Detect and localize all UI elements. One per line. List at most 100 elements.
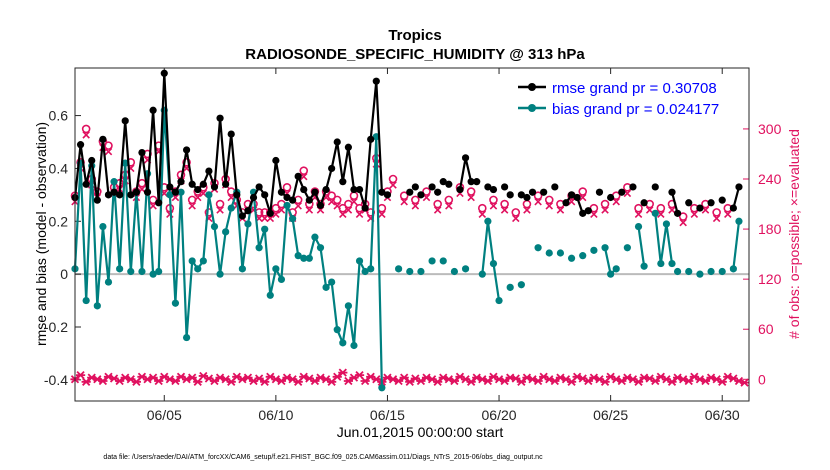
obs-evaluated-marker — [601, 206, 609, 214]
bias-point — [651, 209, 659, 217]
bias-point — [305, 254, 313, 262]
obs-evaluated-marker — [516, 377, 526, 386]
obs-possible-marker — [282, 183, 292, 192]
rmse-point — [517, 191, 525, 199]
obs-possible-marker — [489, 195, 498, 205]
rmse-point — [506, 191, 514, 199]
obs-evaluated-marker — [668, 206, 676, 214]
rmse-point — [640, 199, 648, 207]
obs-evaluated-marker — [667, 377, 677, 386]
rmse-point — [76, 141, 85, 149]
rmse-point — [355, 185, 364, 194]
bias-point — [344, 302, 352, 310]
obs-evaluated-marker — [533, 376, 543, 386]
footnote: data file: /Users/raeder/DAI/ATM_forcXX/… — [103, 454, 543, 461]
legend-rmse-label: rmse grand pr = 0.30708 — [552, 80, 717, 97]
rmse-point — [417, 191, 425, 199]
obs-possible-marker — [388, 174, 398, 184]
obs-evaluated-marker — [633, 377, 644, 386]
rmse-point — [528, 188, 537, 196]
rmse-point — [573, 193, 581, 202]
bias-point — [255, 244, 263, 252]
rmse-point — [294, 172, 302, 180]
obs-possible-marker — [544, 195, 554, 205]
bias-point — [355, 257, 364, 265]
rmse-point — [618, 188, 626, 196]
y-right-tick-label: 60 — [758, 321, 774, 337]
obs-possible-marker — [678, 212, 688, 221]
obs-evaluated-marker — [534, 197, 542, 206]
bias-point — [188, 257, 196, 265]
rmse-point — [238, 212, 246, 220]
bias-point — [478, 270, 486, 278]
rmse-point — [473, 178, 481, 186]
obs-possible-marker — [466, 187, 476, 196]
rmse-point — [138, 148, 146, 157]
obs-evaluated-marker — [690, 210, 699, 218]
rmse-point — [194, 185, 202, 194]
obs-evaluated-marker — [82, 131, 90, 139]
bias-point — [288, 215, 297, 223]
rmse-point — [406, 188, 414, 196]
obs-evaluated-marker — [339, 210, 347, 218]
y-left-tick-label: -0.4 — [44, 372, 68, 388]
bias-point — [406, 267, 414, 276]
obs-possible-marker — [511, 208, 521, 217]
rmse-point — [155, 199, 163, 207]
rmse-point — [540, 188, 548, 196]
obs-evaluated-marker — [338, 368, 348, 377]
obs-evaluated-marker — [433, 206, 442, 214]
rmse-point — [339, 178, 347, 186]
obs-possible-marker — [81, 124, 91, 134]
y-right-tick-label: 240 — [758, 171, 782, 187]
rmse-point — [82, 180, 90, 188]
x-tick-label: 06/30 — [705, 407, 740, 423]
bias-point — [662, 220, 671, 228]
rmse-point — [445, 180, 453, 188]
rmse-point — [116, 191, 124, 199]
obs-evaluated-marker — [187, 373, 197, 382]
rmse-point — [216, 114, 224, 122]
y-right-tick-label: 120 — [758, 271, 782, 287]
obs-possible-marker — [411, 195, 420, 205]
bias-point — [227, 204, 235, 212]
chart-title: Tropics — [388, 27, 441, 44]
rmse-point — [244, 207, 252, 215]
bias-point — [534, 244, 542, 252]
rmse-point — [283, 193, 291, 202]
rmse-point — [434, 188, 442, 196]
rmse-point — [233, 191, 241, 199]
rmse-point — [383, 191, 392, 199]
rmse-point — [629, 183, 637, 191]
rmse-point — [288, 196, 297, 204]
rmse-point — [188, 180, 196, 188]
obs-possible-marker — [182, 158, 191, 167]
rmse-point — [361, 204, 369, 212]
obs-evaluated-marker — [389, 181, 397, 189]
obs-possible-marker — [634, 203, 643, 213]
rmse-point — [489, 185, 498, 194]
rmse-point — [222, 180, 230, 188]
rmse-point — [696, 204, 704, 212]
rmse-point — [456, 185, 464, 194]
bias-point — [322, 283, 330, 291]
rmse-point — [110, 188, 118, 196]
obs-evaluated-marker — [399, 373, 409, 382]
rmse-point — [127, 191, 135, 199]
bias-point — [718, 267, 726, 276]
bias-point — [216, 270, 224, 278]
rmse-point — [685, 199, 693, 207]
bias-point — [640, 262, 648, 270]
rmse-point — [182, 146, 191, 154]
y-left-tick-label: 0 — [60, 266, 68, 282]
obs-evaluated-marker — [305, 206, 314, 214]
rmse-point — [378, 188, 386, 196]
bias-point — [517, 281, 525, 289]
rmse-point — [227, 130, 235, 138]
rmse-point — [350, 185, 358, 194]
legend-bias-label: bias grand pr = 0.024177 — [552, 101, 719, 118]
obs-evaluated-marker — [350, 197, 358, 206]
bias-point — [138, 267, 146, 276]
obs-evaluated-marker — [104, 147, 113, 156]
rmse-point — [372, 77, 380, 85]
